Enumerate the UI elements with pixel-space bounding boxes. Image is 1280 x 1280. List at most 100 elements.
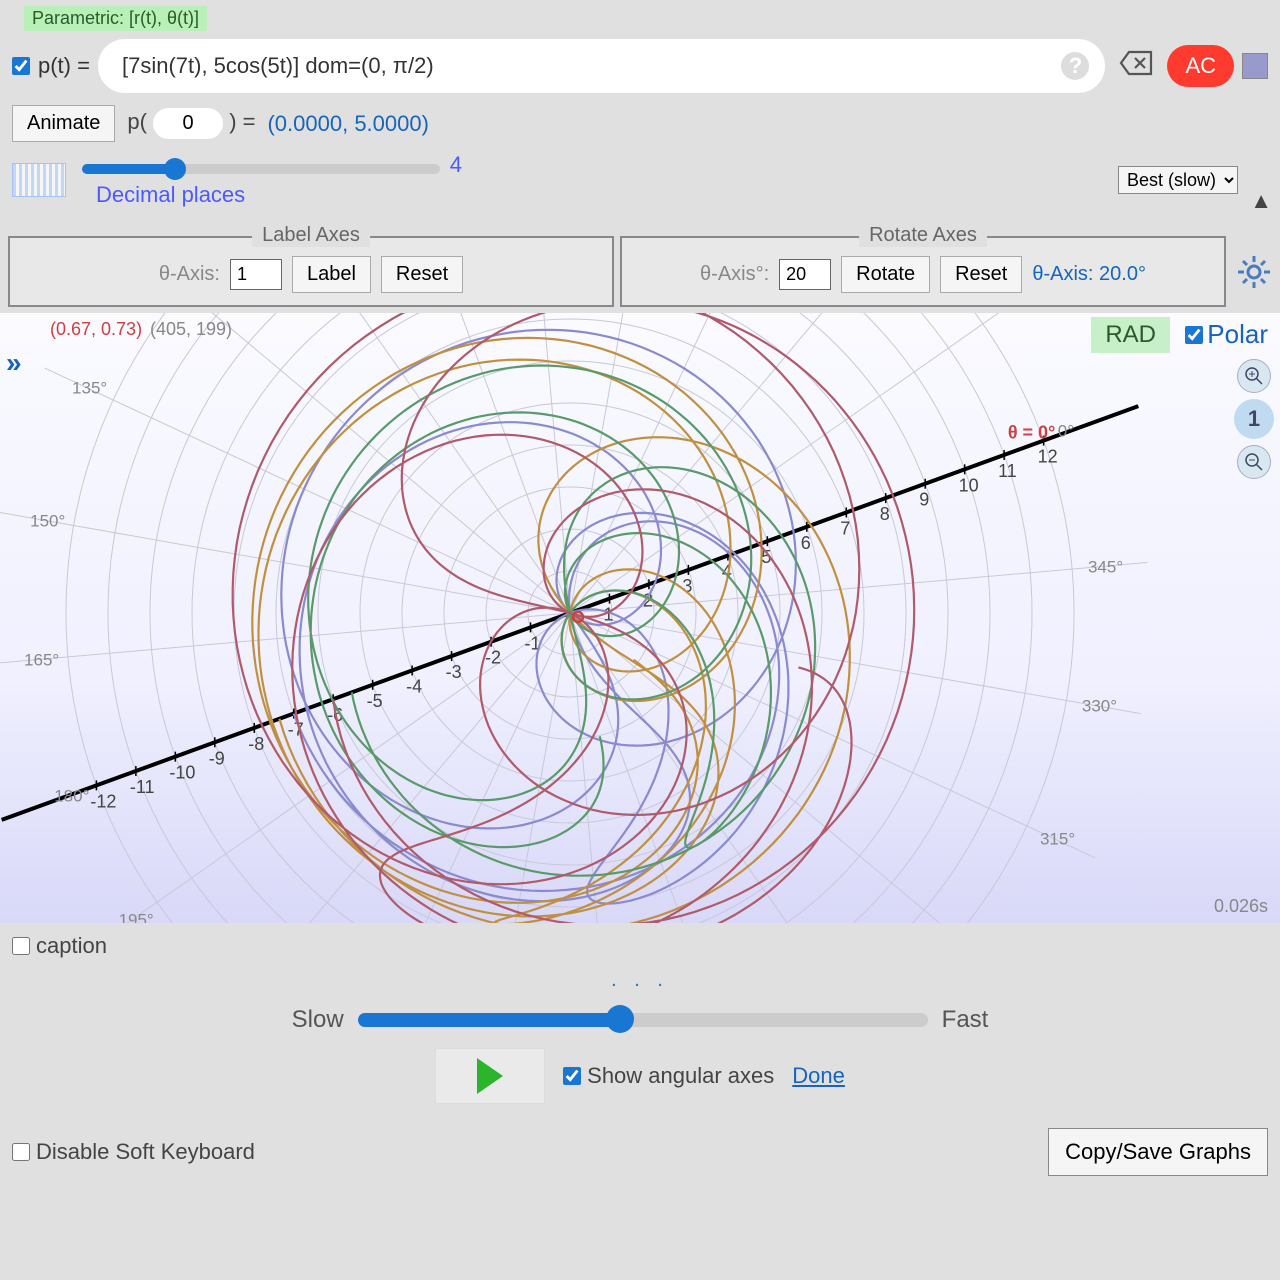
- svg-text:-5: -5: [367, 691, 383, 711]
- show-angular-axes: Show angular axes: [563, 1063, 774, 1089]
- play-icon: [477, 1058, 503, 1094]
- show-angular-checkbox[interactable]: [563, 1067, 581, 1085]
- svg-text:0°: 0°: [1058, 421, 1074, 440]
- rotate-axis-input[interactable]: [779, 259, 831, 290]
- animate-button[interactable]: Animate: [12, 105, 115, 142]
- label-axes-panel: Label Axes θ-Axis: Label Reset: [8, 236, 614, 307]
- disable-kb-checkbox[interactable]: [12, 1143, 30, 1161]
- copy-save-button[interactable]: Copy/Save Graphs: [1048, 1128, 1268, 1176]
- rotate-axis-label: θ-Axis°:: [700, 263, 769, 286]
- footer-row: Disable Soft Keyboard Copy/Save Graphs: [0, 1114, 1280, 1188]
- svg-text:315°: 315°: [1040, 830, 1075, 849]
- gear-icon[interactable]: [1236, 254, 1272, 290]
- formula-enable-checkbox[interactable]: [12, 57, 30, 75]
- caption-label: caption: [36, 933, 107, 959]
- bottom-panel: caption . . . Slow Fast Show angular axe…: [0, 923, 1280, 1114]
- zoom-in-button[interactable]: [1237, 359, 1271, 393]
- decimals-value: 4: [450, 152, 462, 178]
- backspace-icon[interactable]: [1113, 50, 1159, 83]
- svg-text:8: 8: [880, 504, 890, 524]
- svg-text:15°: 15°: [993, 313, 1019, 317]
- eval-suffix: ) =: [229, 109, 255, 134]
- show-angular-label: Show angular axes: [587, 1063, 774, 1089]
- disable-kb-label: Disable Soft Keyboard: [36, 1139, 255, 1165]
- decimals-slider-wrap: 4 Decimal places: [82, 152, 462, 208]
- theta-axis-label: θ-Axis:: [159, 263, 220, 286]
- chart-area[interactable]: -12-11-10-9-8-7-6-5-4-3-2-11234567891011…: [0, 313, 1280, 923]
- rotate-axes-panel: Rotate Axes θ-Axis°: Rotate Reset θ-Axis…: [620, 236, 1226, 307]
- zoom-scale-indicator[interactable]: 1: [1234, 399, 1274, 439]
- svg-text:-8: -8: [248, 734, 264, 754]
- eval-result: (0.0000, 5.0000): [267, 111, 428, 137]
- svg-text:330°: 330°: [1082, 697, 1117, 716]
- speed-slider[interactable]: [358, 1013, 928, 1027]
- svg-text:345°: 345°: [1088, 557, 1123, 576]
- polar-toggle[interactable]: Polar: [1185, 319, 1268, 350]
- label-axes-legend: Label Axes: [252, 224, 370, 247]
- svg-text:180°: 180°: [54, 787, 89, 806]
- quality-select[interactable]: Best (slow)FastFaster: [1118, 166, 1238, 194]
- svg-text:7: 7: [840, 518, 850, 538]
- polar-label: Polar: [1207, 319, 1268, 350]
- caption-row: caption: [12, 933, 1268, 959]
- svg-text:195°: 195°: [119, 910, 154, 923]
- eval-row: Animate p( ) = (0.0000, 5.0000): [0, 101, 1280, 146]
- resize-dots-icon[interactable]: . . .: [12, 969, 1268, 992]
- zoom-out-button[interactable]: [1237, 445, 1271, 479]
- rotate-axes-legend: Rotate Axes: [859, 224, 987, 247]
- decimals-row: 4 Decimal places Best (slow)FastFaster: [0, 146, 1280, 208]
- rad-badge: RAD: [1091, 317, 1170, 353]
- rotate-button[interactable]: Rotate: [841, 256, 930, 293]
- decimals-slider[interactable]: [82, 164, 440, 174]
- speed-row: Slow Fast: [12, 1006, 1268, 1034]
- svg-text:9: 9: [919, 490, 929, 510]
- svg-text:θ = 0°: θ = 0°: [1008, 422, 1055, 442]
- svg-text:6: 6: [801, 533, 811, 553]
- polar-chart-svg: -12-11-10-9-8-7-6-5-4-3-2-11234567891011…: [0, 313, 1280, 923]
- keyboard-icon[interactable]: [12, 163, 66, 197]
- svg-text:-12: -12: [90, 791, 116, 811]
- decimals-label: Decimal places: [96, 182, 462, 208]
- color-swatch[interactable]: [1242, 53, 1268, 79]
- svg-text:11: 11: [998, 461, 1017, 481]
- svg-text:10: 10: [959, 475, 979, 495]
- eval-prefix: p(: [127, 109, 147, 134]
- formula-value: [7sin(7t), 5cos(5t)] dom=(0, π/2): [122, 53, 434, 78]
- svg-text:165°: 165°: [24, 651, 59, 670]
- pixel-readout: (405, 199): [150, 319, 232, 340]
- svg-text:-9: -9: [209, 748, 225, 768]
- help-icon[interactable]: ?: [1061, 52, 1089, 80]
- zoom-controls: 1: [1234, 359, 1274, 479]
- formula-row: p(t) = [7sin(7t), 5cos(5t)] dom=(0, π/2)…: [0, 31, 1280, 101]
- expand-chevron-icon[interactable]: »: [6, 347, 22, 379]
- label-reset-button[interactable]: Reset: [381, 256, 463, 293]
- polar-checkbox[interactable]: [1185, 326, 1203, 344]
- eval-expression: p( ) =: [127, 108, 255, 139]
- slow-label: Slow: [292, 1006, 344, 1034]
- done-link[interactable]: Done: [792, 1063, 845, 1089]
- svg-text:-11: -11: [130, 777, 155, 797]
- coord-readout: (0.67, 0.73): [50, 319, 142, 340]
- disable-keyboard: Disable Soft Keyboard: [12, 1139, 255, 1165]
- rotate-status: θ-Axis: 20.0°: [1032, 263, 1146, 286]
- svg-text:-3: -3: [446, 662, 462, 682]
- label-button[interactable]: Label: [292, 256, 371, 293]
- eval-t-input[interactable]: [153, 108, 223, 139]
- svg-text:-4: -4: [406, 676, 422, 696]
- formula-input[interactable]: [7sin(7t), 5cos(5t)] dom=(0, π/2) ?: [98, 39, 1105, 93]
- svg-text:150°: 150°: [30, 511, 65, 530]
- caption-checkbox[interactable]: [12, 937, 30, 955]
- mode-tag: Parametric: [r(t), θ(t)]: [24, 6, 207, 31]
- fast-label: Fast: [942, 1006, 989, 1034]
- formula-label: p(t) =: [38, 53, 90, 79]
- svg-text:-10: -10: [169, 763, 195, 783]
- render-time: 0.026s: [1214, 896, 1268, 917]
- play-row: Show angular axes Done: [12, 1048, 1268, 1104]
- axes-panels: Label Axes θ-Axis: Label Reset Rotate Ax…: [0, 208, 1280, 313]
- svg-text:135°: 135°: [72, 378, 107, 397]
- all-clear-button[interactable]: AC: [1167, 45, 1234, 87]
- play-button[interactable]: [435, 1048, 545, 1104]
- theta-axis-input[interactable]: [230, 259, 282, 290]
- rotate-reset-button[interactable]: Reset: [940, 256, 1022, 293]
- svg-text:12: 12: [1038, 447, 1058, 467]
